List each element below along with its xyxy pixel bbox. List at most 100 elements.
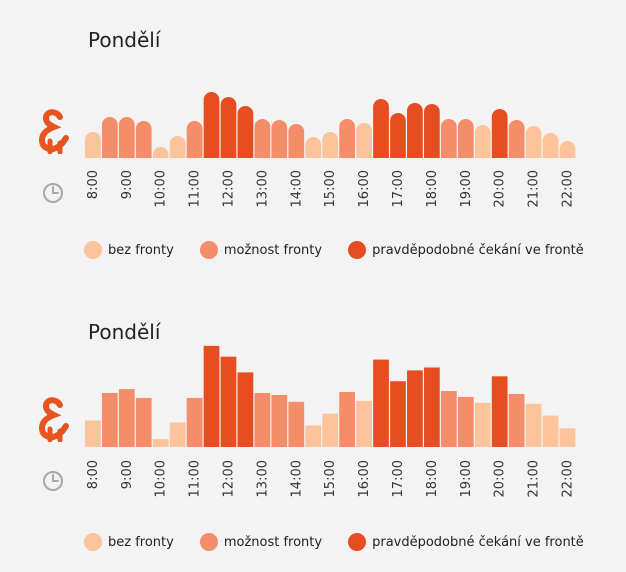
x-tick-label: 18:00	[425, 460, 440, 497]
bar-22:00	[559, 428, 576, 447]
bar-12:30	[237, 106, 254, 158]
bar-17:00	[390, 113, 406, 158]
x-tick-label: 11:00	[188, 460, 203, 497]
legend-label: pravděpodobné čekání ve frontě	[372, 242, 584, 258]
bar-19:00	[457, 396, 474, 447]
legend-label: bez fronty	[108, 242, 174, 258]
bar-21:30	[542, 415, 559, 447]
x-tick-label: 20:00	[493, 170, 508, 207]
x-tick-label: 21:00	[527, 460, 542, 497]
x-tick-label: 14:00	[289, 460, 304, 497]
x-tick-label: 19:00	[459, 460, 474, 497]
x-tick-label: 12:00	[221, 170, 236, 207]
bar-10:00	[152, 147, 169, 158]
bar-8:00	[85, 132, 101, 158]
x-tick-label: 17:00	[391, 170, 406, 207]
chart-panel-2: Pondělí 8:00 9:00 10:00 11:00 12:00 13:00 14:0…	[0, 290, 626, 572]
x-tick-label: 9:00	[120, 170, 135, 199]
chart-title: Pondělí	[88, 28, 161, 52]
bar-9:30	[135, 397, 152, 447]
bar-15:30	[339, 392, 355, 447]
bar-12:00	[220, 356, 237, 447]
bar-10:30	[169, 136, 186, 158]
x-tick-label: 8:00	[86, 170, 101, 199]
bar-20:30	[508, 393, 525, 447]
bar-14:30	[305, 425, 322, 447]
legend-item-possible-queue: možnost fronty	[199, 533, 322, 551]
x-tick-label: 10:00	[154, 170, 169, 207]
bar-20:30	[508, 120, 525, 158]
legend-item-likely-wait: pravděpodobné čekání ve frontě	[348, 241, 584, 259]
x-tick-label: 11:00	[188, 170, 203, 207]
bar-20:00	[491, 376, 508, 447]
legend-label: možnost fronty	[223, 242, 323, 258]
bar-21:00	[525, 126, 542, 158]
x-tick-label: 12:00	[221, 460, 236, 497]
bar-15:30	[339, 119, 355, 158]
bar-15:00	[322, 132, 339, 158]
bar-13:30	[271, 394, 288, 447]
legend-swatch	[84, 533, 102, 551]
x-tick-label: 18:00	[425, 170, 440, 207]
bar-19:30	[474, 125, 491, 158]
legend-item-no-queue: bez fronty	[84, 533, 174, 551]
bar-20:00	[491, 109, 508, 158]
chart-title: Pondělí	[88, 320, 161, 344]
bar-11:00	[186, 397, 203, 447]
chart-legend: bez fronty možnost fronty pravděpodobné …	[84, 240, 610, 260]
x-tick-label: 8:00	[86, 460, 101, 489]
bar-12:30	[237, 372, 254, 447]
bar-21:30	[542, 133, 559, 158]
bar-17:00	[390, 381, 406, 447]
x-tick-label: 22:00	[560, 460, 575, 497]
x-tick-label: 10:00	[154, 460, 169, 497]
ampersand-icon	[38, 109, 69, 154]
x-tick-label: 17:00	[391, 460, 406, 497]
legend-swatch	[199, 241, 218, 259]
bar-10:00	[152, 439, 169, 447]
bar-13:30	[271, 120, 288, 158]
bar-18:30	[440, 391, 457, 447]
bar-16:30	[373, 99, 389, 158]
x-tick-label: 22:00	[560, 170, 575, 207]
x-tick-label: 16:00	[357, 170, 372, 207]
chart-legend: bez fronty možnost fronty pravděpodobné …	[84, 532, 610, 552]
ampersand-icon	[38, 397, 69, 442]
bar-14:00	[288, 401, 305, 447]
bar-12:00	[220, 97, 237, 158]
x-tick-label: 20:00	[493, 460, 508, 497]
bar-22:00	[559, 141, 576, 158]
bar-9:30	[135, 121, 152, 158]
legend-swatch	[348, 533, 367, 551]
bar-chart: 8:00 9:00 10:00 11:00 12:00 13:00 14:00 15:00 16…	[85, 92, 576, 207]
bar-18:00	[424, 367, 440, 447]
bar-15:00	[322, 413, 339, 447]
bar-8:30	[101, 117, 118, 158]
x-tick-label: 14:00	[289, 170, 304, 207]
x-tick-label: 19:00	[459, 170, 474, 207]
clock-icon	[43, 183, 63, 203]
bar-14:30	[305, 137, 322, 158]
bar-11:00	[186, 121, 203, 158]
bar-16:00	[356, 400, 372, 447]
bar-10:30	[169, 422, 186, 447]
bar-17:30	[407, 103, 423, 158]
legend-label: pravděpodobné čekání ve frontě	[372, 534, 584, 550]
x-tick-label: 13:00	[255, 170, 270, 207]
legend-item-possible-queue: možnost fronty	[199, 241, 323, 259]
legend-label: bez fronty	[108, 534, 174, 550]
x-tick-label: 21:00	[527, 170, 542, 207]
bar-18:30	[440, 119, 457, 158]
bar-16:30	[373, 359, 389, 447]
legend-item-likely-wait: pravděpodobné čekání ve frontě	[348, 533, 584, 551]
legend-swatch	[348, 241, 367, 259]
chart-panel-1: Pondělí 8:00 9:00 10:00 11:00 12:00 13:00 14:0…	[0, 0, 626, 282]
clock-icon	[43, 471, 63, 491]
bar-8:30	[101, 393, 118, 447]
bar-19:30	[474, 402, 491, 447]
x-tick-label: 9:00	[120, 460, 135, 489]
legend-item-no-queue: bez fronty	[84, 241, 174, 259]
bar-chart: 8:00 9:00 10:00 11:00 12:00 13:00 14:00 15:00 16…	[85, 345, 576, 497]
x-tick-label: 15:00	[323, 460, 338, 497]
legend-swatch	[84, 241, 102, 259]
